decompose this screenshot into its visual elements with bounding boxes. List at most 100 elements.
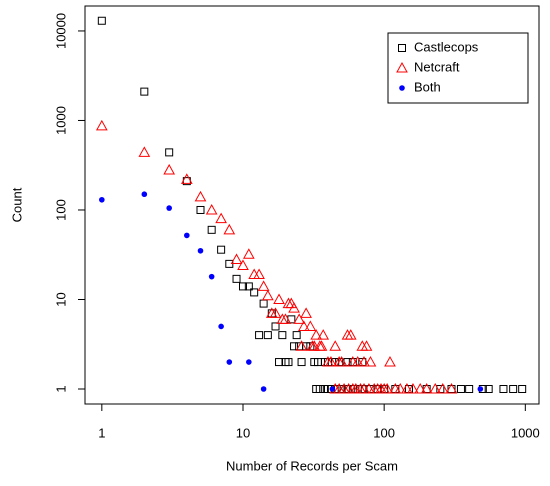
point [401,382,413,394]
x-tick-label: 10 [236,425,250,440]
point [242,248,255,259]
point [271,322,280,331]
point [288,302,300,313]
point [165,148,174,157]
point [180,173,193,184]
point [244,282,253,291]
point [477,386,484,392]
point [300,307,312,318]
point [248,268,261,280]
point [269,307,282,318]
point [414,382,427,394]
point [250,288,259,297]
point [163,163,176,175]
point [140,87,149,96]
point [253,268,265,280]
point [315,340,328,351]
point [279,313,292,324]
point [293,313,306,324]
point [344,329,357,340]
point [226,359,233,365]
point [196,205,205,214]
point [292,331,301,340]
legend-label: Castlecops [414,39,479,54]
point [238,282,247,291]
point [284,358,293,367]
point [394,382,407,394]
y-axis-label: Count [9,187,24,222]
point [351,356,364,367]
point [298,320,310,331]
y-tick-label: 10000 [53,13,68,49]
point [429,382,442,394]
point [281,358,290,367]
point [407,382,419,394]
legend-box [387,32,529,104]
x-axis-label: Number of Records per Scam [226,458,398,473]
point [420,382,433,394]
legend-label: Both [414,79,441,94]
point [184,232,190,239]
point [230,253,243,264]
point [287,315,296,324]
point [246,359,252,365]
point [207,225,216,234]
y-tick-label: 1000 [53,106,68,135]
legend-marker [399,85,405,91]
point [260,386,267,392]
point [197,247,204,254]
point [335,356,348,367]
point [509,385,518,394]
point [317,329,330,340]
point [223,223,236,235]
point [465,385,474,394]
point [217,245,226,254]
point [329,386,336,392]
point [290,342,299,351]
x-tick-label: 1000 [511,425,540,440]
x-tick-label: 100 [373,425,395,440]
point [215,212,227,224]
point [297,358,306,367]
point [278,331,287,340]
point [445,382,458,394]
point [255,331,264,340]
point [295,340,308,351]
point [237,259,249,270]
point [208,273,215,280]
y-tick-label: 100 [53,199,68,221]
point [205,203,218,215]
point [273,293,285,304]
legend-marker [396,61,408,73]
point [138,146,151,157]
legend-marker [398,44,406,52]
plot-frame [84,5,540,405]
point [484,385,493,394]
point [304,320,317,331]
point [257,280,270,291]
point [263,331,272,340]
point [310,329,323,340]
point [456,385,465,394]
y-tick-label: 10 [53,292,68,306]
point [275,358,284,367]
point [381,382,393,394]
point [95,119,108,131]
point [97,16,106,25]
y-tick-label: 1 [53,385,68,392]
point [315,385,324,394]
point [259,299,268,308]
point [518,385,527,394]
point [325,356,337,367]
point [232,274,241,283]
point [261,289,274,301]
point [166,205,172,211]
point [499,385,508,394]
point [329,340,342,351]
point [141,191,148,198]
point [218,323,224,330]
point [99,196,105,203]
legend-label: Netcraft [414,59,460,74]
x-tick-label: 1 [98,425,105,440]
